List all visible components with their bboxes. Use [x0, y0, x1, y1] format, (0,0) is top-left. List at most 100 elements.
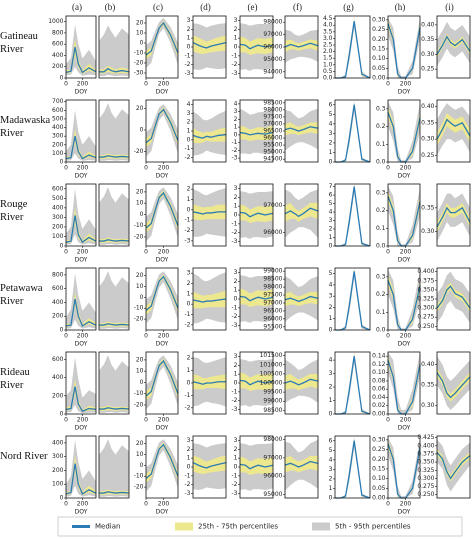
x-axis-label: DOY [75, 173, 88, 180]
band-25-75 [193, 374, 226, 390]
band-25-75 [146, 358, 178, 401]
y-tick-label: 800 [52, 29, 64, 36]
y-tick-label: 4 [329, 120, 333, 127]
y-tick-label: 95500 [263, 323, 282, 330]
median-line [65, 215, 97, 244]
y-tick-label: 0.1 [376, 225, 386, 232]
y-tick-label: 96000 [263, 315, 282, 322]
y-tick-label: 2 [187, 280, 191, 287]
y-tick-label: 0.400 [417, 268, 434, 275]
panel-frame [98, 15, 130, 79]
y-tick-label: 2 [187, 119, 191, 126]
y-tick-label: 0.3 [376, 189, 386, 196]
y-tick-label: 1 [329, 149, 333, 156]
legend-label: 5th - 95th percentiles [335, 523, 411, 531]
x-tick-label: 0 [64, 417, 68, 424]
y-tick-label: 0 [234, 296, 238, 303]
y-tick-label: -3 [185, 70, 191, 77]
y-tick-label: 0 [234, 380, 238, 387]
panel-frame [387, 267, 421, 331]
y-tick-label: 0.25 [372, 26, 386, 33]
band-25-75 [99, 237, 129, 243]
y-tick-label: 800 [52, 271, 64, 278]
y-tick-label: 4 [329, 456, 333, 463]
x-tick-label: 200 [158, 417, 170, 424]
y-tick-label: 98000 [263, 436, 282, 443]
y-tick-label: -3 [232, 238, 238, 245]
y-tick-label: -1 [185, 311, 191, 318]
panel-background [335, 436, 370, 498]
y-tick-label: 0.35 [421, 119, 435, 126]
y-tick-label: 0 [329, 159, 333, 166]
y-tick-label: 0.10 [372, 475, 386, 482]
y-tick-label: 97000 [263, 202, 282, 209]
legend-box [57, 516, 463, 537]
y-tick-label: 0.40 [421, 103, 435, 110]
y-tick-label: 98000 [263, 19, 282, 26]
y-tick-label: 0.40 [421, 361, 435, 368]
x-axis-label: DOY [156, 257, 169, 264]
band-5-95 [99, 355, 129, 413]
y-tick-label: 0.30 [372, 436, 386, 443]
panel-frame [334, 99, 371, 163]
band-25-75 [146, 190, 178, 233]
y-tick-label: 0.00 [372, 411, 386, 418]
band-25-75 [66, 207, 96, 244]
panel-frame [65, 267, 97, 331]
x-tick-label: 0 [386, 501, 390, 508]
y-tick-label: 4 [329, 209, 333, 216]
y-tick-label: 0.10 [372, 55, 386, 62]
median-line [239, 131, 274, 136]
y-tick-label: 3.0 [323, 35, 333, 42]
x-tick-label: 200 [158, 81, 170, 88]
x-tick-label: 200 [400, 333, 412, 340]
y-tick-label: -1 [232, 388, 238, 395]
y-tick-label: 700 [52, 98, 64, 105]
median-line [192, 211, 226, 215]
y-tick-label: 0.300 [417, 475, 434, 482]
y-tick-label: 0.1 [376, 309, 386, 316]
x-tick-label: 200 [158, 333, 170, 340]
column-label: (c) [153, 2, 163, 12]
band-25-75 [99, 489, 129, 495]
y-tick-label: 2 [329, 384, 333, 391]
column-label: (f) [293, 2, 302, 12]
x-tick-label: 200 [158, 501, 170, 508]
y-tick-label: 2.0 [323, 48, 333, 55]
y-tick-label: 97500 [263, 292, 282, 299]
y-tick-label: 0.00 [372, 495, 386, 502]
median-line [284, 378, 319, 386]
y-tick-label: 96000 [263, 44, 282, 51]
y-tick-label: 20 [136, 105, 144, 112]
median-line [145, 275, 179, 311]
y-tick-label: 400 [52, 52, 64, 59]
y-tick-label: 96500 [263, 307, 282, 314]
panel-background [335, 16, 370, 78]
x-axis-label: DOY [156, 509, 169, 516]
band-5-95 [99, 439, 129, 497]
y-tick-label: -1 [185, 217, 191, 224]
y-tick-label: 0.0 [323, 75, 333, 82]
y-tick-label: 0 [234, 212, 238, 219]
median-line [284, 126, 319, 132]
panel-frame [387, 15, 421, 79]
y-tick-label: -10 [134, 50, 144, 57]
y-tick-label: 1 [234, 287, 238, 294]
panel-frame [334, 351, 371, 415]
y-tick-label: 94500 [263, 156, 282, 163]
y-tick-label: 0.325 [417, 296, 434, 303]
panel-frame [65, 183, 97, 247]
y-tick-label: 4 [329, 281, 333, 288]
y-tick-label: 6 [329, 192, 333, 199]
y-tick-label: 200 [52, 313, 64, 320]
y-tick-label: 600 [52, 285, 64, 292]
x-axis-label: DOY [398, 509, 411, 516]
panel-background [335, 100, 370, 162]
y-tick-label: -2 [232, 147, 238, 154]
band-25-75 [99, 321, 129, 327]
y-tick-label: 0.0 [376, 327, 386, 334]
y-tick-label: 1 [187, 128, 191, 135]
y-tick-label: 0 [329, 243, 333, 250]
panel-frame [192, 183, 227, 247]
band-5-95 [99, 187, 129, 245]
